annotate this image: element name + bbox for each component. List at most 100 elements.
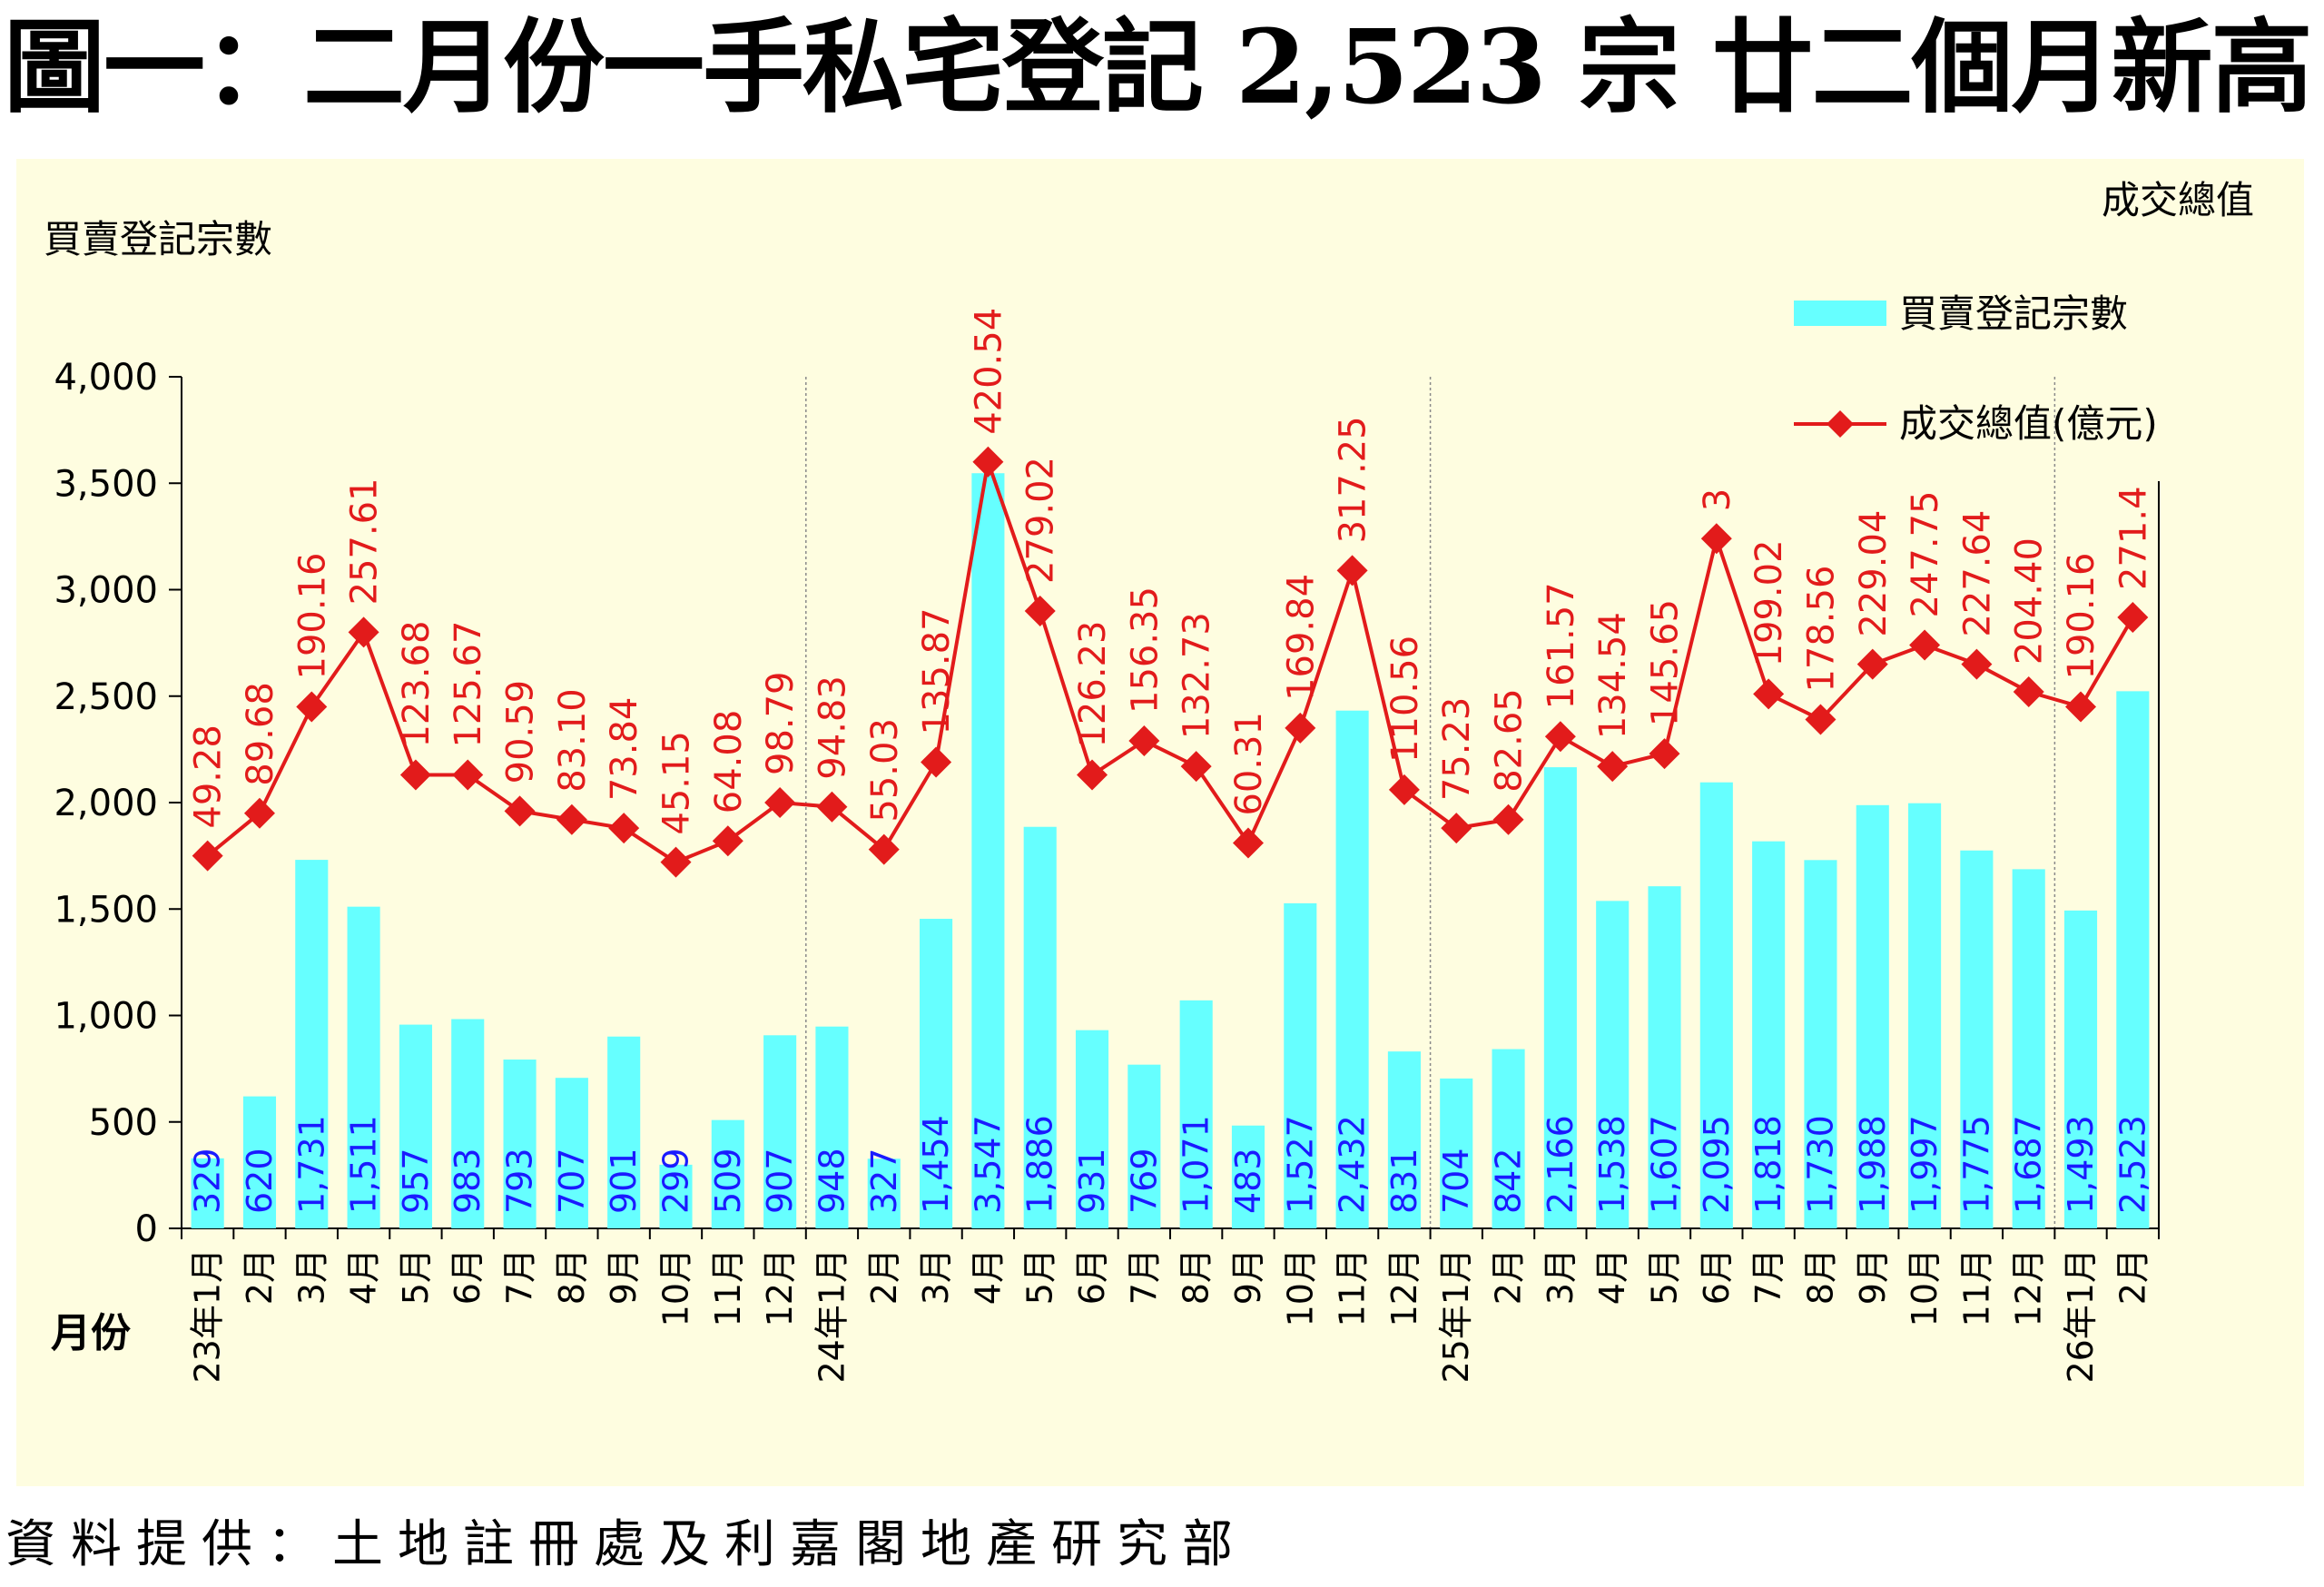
bar <box>659 1164 693 1228</box>
x-category-label: 3月 <box>1541 1248 1581 1305</box>
line-marker <box>504 795 536 827</box>
line-marker <box>1856 648 1888 680</box>
y-tick-label: 1,000 <box>54 996 158 1038</box>
bar <box>815 1026 849 1228</box>
x-category-label: 5月 <box>1020 1248 1060 1305</box>
line-marker <box>1649 738 1680 770</box>
line-value-label: 123.68 <box>396 621 438 748</box>
line-value-label: 89.68 <box>240 682 281 786</box>
line-marker <box>1388 774 1420 805</box>
line-marker <box>1180 751 1212 783</box>
x-category-label: 8月 <box>1177 1248 1216 1305</box>
y-tick-label: 4,000 <box>54 357 158 399</box>
bar <box>399 1024 432 1228</box>
bar <box>920 919 953 1228</box>
x-category-label: 4月 <box>1592 1248 1632 1305</box>
bar <box>971 473 1005 1228</box>
x-category-label: 7月 <box>1124 1248 1164 1305</box>
line-value-label: 73.84 <box>604 697 645 802</box>
bar-value-label: 483 <box>1228 1148 1268 1214</box>
line-value-label: 145.65 <box>1645 599 1687 726</box>
line-value-label: 94.83 <box>812 675 853 780</box>
bar <box>1387 1051 1421 1228</box>
line-value-label: 49.28 <box>188 724 230 829</box>
x-category-label: 4月 <box>968 1248 1008 1305</box>
line-marker <box>764 787 796 818</box>
line-marker <box>1441 813 1472 844</box>
x-category-label: 6月 <box>1072 1248 1112 1305</box>
bar <box>1023 826 1057 1228</box>
line-marker <box>452 759 484 791</box>
bar <box>1648 886 1681 1228</box>
bar <box>555 1078 588 1228</box>
x-category-label: 2月 <box>240 1248 280 1305</box>
x-category-label: 5月 <box>1645 1248 1685 1305</box>
bar <box>607 1036 641 1228</box>
bar <box>1284 902 1317 1228</box>
x-category-label: 2月 <box>864 1248 904 1305</box>
line-value-label: 125.67 <box>448 621 489 748</box>
y-tick-label: 0 <box>135 1208 158 1250</box>
bar-value-label: 1,988 <box>1853 1115 1893 1214</box>
line-marker <box>1492 803 1524 835</box>
x-category-label: 11月 <box>1956 1248 1996 1326</box>
line-value-label: 227.64 <box>1956 510 1998 637</box>
line-marker <box>2013 676 2044 708</box>
y-tick-label: 3,000 <box>54 570 158 612</box>
x-category-label: 23年1月 <box>188 1248 228 1384</box>
bar-value-label: 831 <box>1384 1148 1424 1214</box>
x-category-label: 2月 <box>1489 1248 1529 1305</box>
bar-value-label: 1,527 <box>1280 1115 1320 1214</box>
line-marker <box>868 833 900 865</box>
line-marker <box>1285 712 1316 744</box>
legend-line-label: 成交總值(億元) <box>1899 401 2158 446</box>
line-marker <box>608 813 640 844</box>
line-marker <box>348 616 379 648</box>
line-series <box>206 454 2135 864</box>
y-tick-label: 2,000 <box>54 783 158 824</box>
x-category-label: 6月 <box>448 1248 487 1305</box>
line-value-label: 64.08 <box>708 710 750 814</box>
x-category-label: 10月 <box>1280 1248 1320 1326</box>
bar <box>503 1060 537 1228</box>
line-marker <box>1336 555 1368 586</box>
chart-panel: 0 500 1,000 1,500 2,000 2,500 3,000 3,500 4,000 3… <box>16 159 2304 1486</box>
x-category-label: 11月 <box>1333 1248 1373 1326</box>
x-category-label: 4月 <box>344 1248 384 1305</box>
line-value-label: 161.57 <box>1541 582 1582 709</box>
x-category-label: 6月 <box>1697 1248 1737 1305</box>
line-value-label: 82.65 <box>1489 688 1531 793</box>
line-value-label: 169.84 <box>1280 574 1322 701</box>
line-value-label: 204.40 <box>2009 537 2051 665</box>
y-tick-label: 1,500 <box>54 889 158 931</box>
bar-value-label: 957 <box>396 1148 436 1214</box>
line-value-label: 60.31 <box>1228 712 1270 816</box>
legend-line-marker <box>1827 410 1854 438</box>
bar <box>1856 804 1889 1228</box>
line-value-label: 134.54 <box>1592 612 1634 739</box>
x-category-label: 10月 <box>656 1248 696 1326</box>
x-category-label: 12月 <box>2009 1248 2049 1326</box>
line-marker <box>1700 523 1732 555</box>
bar-value-label: 3,547 <box>968 1115 1008 1214</box>
legend-bar-label: 買賣登記宗數 <box>1899 291 2128 336</box>
line-marker <box>296 691 328 723</box>
line-value-label: 45.15 <box>656 731 698 835</box>
bar <box>242 1096 277 1228</box>
x-category-label: 12月 <box>760 1248 800 1326</box>
x-category-label: 12月 <box>1384 1248 1424 1326</box>
x-category-label: 9月 <box>604 1248 644 1305</box>
line-marker <box>243 797 275 829</box>
bar-value-label: 2,523 <box>2112 1115 2152 1214</box>
bar <box>2012 869 2045 1228</box>
line-value-label: 126.23 <box>1072 621 1114 748</box>
line-marker <box>1909 629 1941 661</box>
x-category-label: 7月 <box>500 1248 540 1305</box>
line-value-label: 279.02 <box>1020 457 1062 584</box>
bar <box>1128 1064 1161 1228</box>
line-marker <box>1961 648 1993 680</box>
bar-value-label: 769 <box>1124 1148 1164 1214</box>
line-value-label: 156.35 <box>1124 586 1166 714</box>
line-value-label: 190.16 <box>2061 553 2102 680</box>
line-marker <box>2065 691 2097 723</box>
